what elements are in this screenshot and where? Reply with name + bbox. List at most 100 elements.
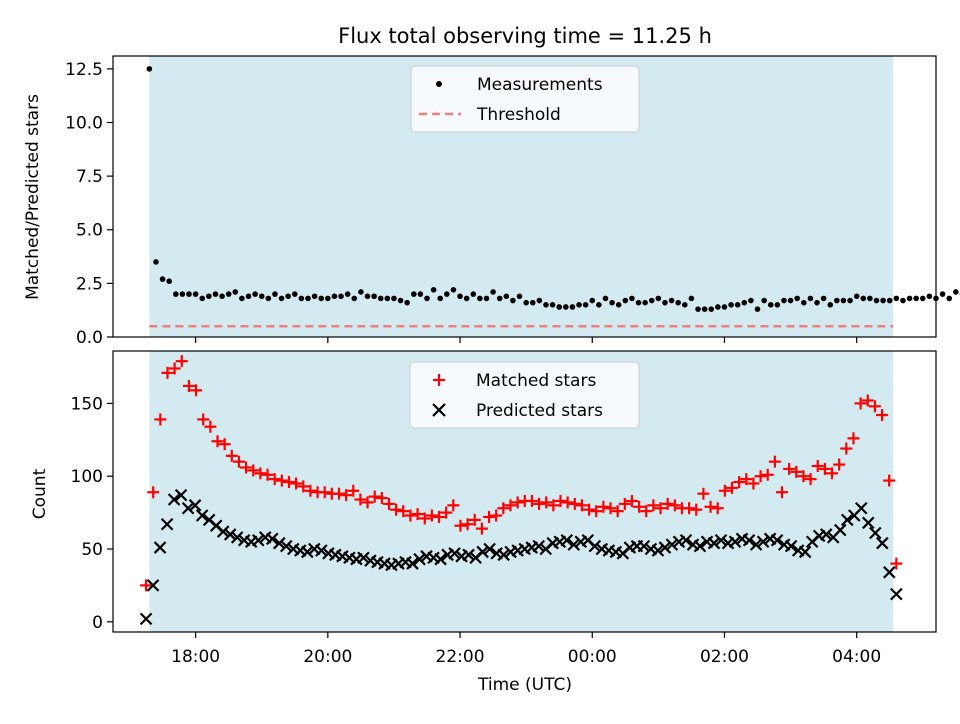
legend-threshold-label: Threshold xyxy=(476,105,561,125)
measurement-point xyxy=(147,66,153,72)
measurement-point xyxy=(470,291,476,297)
measurement-point xyxy=(656,296,662,302)
measurement-point xyxy=(728,302,734,308)
x-tick-label: 00:00 xyxy=(568,647,617,667)
measurement-point xyxy=(708,306,714,312)
measurement-point xyxy=(847,298,853,304)
measurement-point xyxy=(358,289,364,295)
measurement-point xyxy=(623,298,629,304)
x-axis-label: Time (UTC) xyxy=(477,675,572,695)
measurement-point xyxy=(424,296,430,302)
measurement-point xyxy=(537,298,543,304)
measurement-point xyxy=(880,298,886,304)
measurement-point xyxy=(510,298,516,304)
measurement-point xyxy=(649,298,655,304)
y-tick-label: 5.0 xyxy=(76,221,103,241)
measurement-point xyxy=(920,296,926,302)
measurement-point xyxy=(616,302,622,308)
y-tick-label: 2.5 xyxy=(76,274,103,294)
measurement-point xyxy=(543,302,549,308)
measurement-point xyxy=(808,296,814,302)
measurement-point xyxy=(180,291,186,297)
measurement-point xyxy=(834,298,840,304)
bottom-legend: Matched stars Predicted stars xyxy=(410,362,639,428)
measurement-point xyxy=(457,293,463,299)
measurement-point xyxy=(186,291,192,297)
measurement-point xyxy=(259,293,265,299)
measurement-point xyxy=(636,300,642,306)
measurement-point xyxy=(927,293,933,299)
measurement-point xyxy=(318,296,324,302)
measurement-point xyxy=(166,278,172,284)
measurement-point xyxy=(391,296,397,302)
measurement-point xyxy=(246,293,252,299)
measurement-point xyxy=(292,291,298,297)
measurement-point xyxy=(735,302,741,308)
legend-measurements-marker xyxy=(436,81,442,87)
measurement-point xyxy=(900,298,906,304)
measurement-point xyxy=(299,296,305,302)
x-tick-label: 22:00 xyxy=(436,647,485,667)
measurement-point xyxy=(814,300,820,306)
measurement-point xyxy=(199,296,205,302)
measurement-point xyxy=(946,296,952,302)
measurement-point xyxy=(629,296,635,302)
measurement-point xyxy=(669,298,675,304)
measurement-point xyxy=(570,304,576,310)
y-tick-label: 0 xyxy=(92,613,103,633)
measurement-point xyxy=(252,291,258,297)
legend-measurements-label: Measurements xyxy=(477,75,603,95)
measurement-point xyxy=(279,296,285,302)
measurement-point xyxy=(689,296,695,302)
measurement-point xyxy=(378,296,384,302)
measurement-point xyxy=(385,296,391,302)
measurement-point xyxy=(788,298,794,304)
measurement-point xyxy=(266,296,272,302)
measurement-point xyxy=(801,300,807,306)
measurement-point xyxy=(702,306,708,312)
measurement-point xyxy=(841,298,847,304)
measurement-point xyxy=(662,300,668,306)
measurement-point xyxy=(451,287,457,293)
measurement-point xyxy=(345,291,351,297)
measurement-point xyxy=(794,296,800,302)
measurement-point xyxy=(695,306,701,312)
measurement-point xyxy=(860,296,866,302)
measurement-point xyxy=(305,296,311,302)
top-panel: 0.02.55.07.510.012.5 Matched/Predicted s… xyxy=(23,56,960,348)
measurement-point xyxy=(272,291,278,297)
measurement-point xyxy=(504,293,510,299)
measurement-point xyxy=(332,293,338,299)
measurement-point xyxy=(411,291,417,297)
bottom-ylabel: Count xyxy=(30,468,50,519)
measurement-point xyxy=(398,298,404,304)
measurement-point xyxy=(874,298,880,304)
measurement-point xyxy=(642,300,648,306)
measurement-point xyxy=(675,300,681,306)
measurement-point xyxy=(431,287,437,293)
measurement-point xyxy=(153,259,159,265)
measurement-point xyxy=(589,298,595,304)
measurement-point xyxy=(464,296,470,302)
measurement-point xyxy=(226,291,232,297)
measurement-point xyxy=(173,291,179,297)
measurement-point xyxy=(741,300,747,306)
measurement-point xyxy=(285,293,291,299)
measurement-point xyxy=(887,298,893,304)
y-tick-label: 150 xyxy=(71,394,103,414)
y-tick-label: 7.5 xyxy=(76,167,103,187)
measurement-point xyxy=(609,300,615,306)
y-tick-label: 100 xyxy=(71,467,103,487)
measurement-point xyxy=(325,296,331,302)
measurement-point xyxy=(477,296,483,302)
measurement-point xyxy=(913,296,919,302)
y-tick-label: 10.0 xyxy=(65,113,103,133)
y-tick-label: 12.5 xyxy=(65,60,103,80)
measurement-point xyxy=(583,302,589,308)
measurement-point xyxy=(365,293,371,299)
measurement-point xyxy=(550,302,556,308)
measurement-point xyxy=(722,304,728,310)
